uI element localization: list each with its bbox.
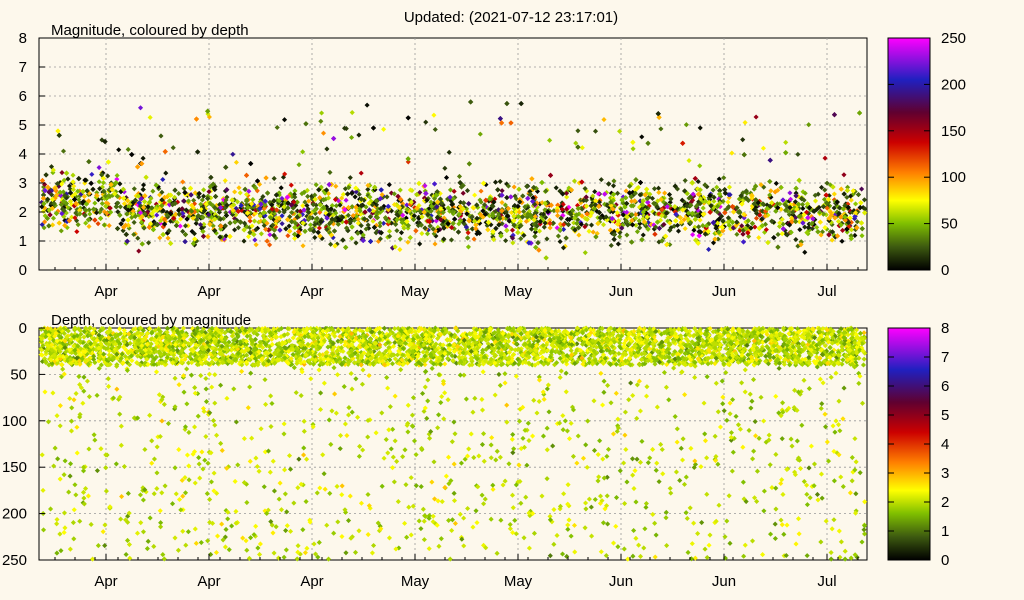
scatter-point	[234, 199, 241, 205]
magnitude-points	[39, 99, 868, 261]
scatter-point	[146, 240, 152, 246]
scatter-point	[292, 188, 298, 194]
scatter-point	[544, 236, 550, 242]
scatter-point	[347, 175, 353, 181]
scatter-point	[307, 222, 314, 228]
scatter-point	[94, 193, 100, 199]
scatter-point	[159, 189, 165, 195]
scatter-point	[746, 233, 752, 239]
scatter-point	[477, 131, 483, 137]
scatter-point	[758, 182, 764, 188]
scatter-point	[130, 208, 136, 214]
scatter-point	[193, 220, 199, 226]
scatter-point	[100, 180, 107, 186]
scatter-point	[635, 184, 641, 190]
scatter-point	[148, 195, 154, 202]
scatter-point	[356, 191, 362, 197]
scatter-point	[253, 210, 259, 216]
scatter-point	[667, 199, 673, 205]
scatter-point	[848, 227, 854, 233]
scatter-point	[180, 228, 186, 234]
magnitude-grid	[39, 38, 867, 270]
scatter-point	[386, 182, 392, 188]
scatter-point	[841, 172, 847, 178]
scatter-point	[48, 164, 55, 170]
scatter-point	[180, 179, 186, 185]
scatter-point	[106, 223, 112, 229]
scatter-point	[247, 218, 253, 224]
scatter-point	[737, 214, 743, 220]
scatter-point	[250, 197, 256, 203]
scatter-point	[555, 213, 561, 219]
scatter-point	[201, 193, 207, 199]
scatter-point	[300, 203, 306, 209]
scatter-point	[682, 177, 688, 184]
scatter-point	[404, 202, 410, 208]
scatter-point	[608, 242, 614, 249]
scatter-point	[154, 212, 160, 218]
scatter-point	[60, 189, 66, 195]
scatter-point	[793, 236, 799, 243]
scatter-point	[292, 194, 298, 200]
scatter-point	[177, 223, 183, 229]
scatter-point	[799, 202, 806, 208]
scatter-point	[235, 225, 241, 231]
scatter-point	[313, 182, 319, 188]
updated-timestamp: Updated: (2021-07-12 23:17:01)	[404, 9, 618, 26]
scatter-point	[333, 203, 339, 209]
scatter-point	[172, 194, 178, 200]
scatter-point	[251, 218, 258, 224]
scatter-point	[278, 185, 284, 191]
scatter-point	[343, 197, 349, 203]
scatter-point	[243, 191, 250, 197]
scatter-point	[120, 228, 126, 234]
scatter-point	[245, 234, 252, 240]
scatter-point	[831, 205, 837, 211]
scatter-point	[105, 173, 111, 179]
scatter-point	[136, 248, 142, 254]
scatter-point	[199, 197, 205, 203]
scatter-point	[397, 236, 403, 242]
scatter-point	[460, 190, 466, 196]
scatter-point	[300, 243, 306, 249]
scatter-point	[81, 193, 87, 199]
scatter-point	[131, 219, 137, 225]
scatter-point	[96, 164, 102, 171]
scatter-point	[70, 172, 76, 178]
scatter-point	[96, 179, 102, 185]
scatter-point	[812, 192, 818, 198]
scatter-point	[478, 188, 484, 194]
scatter-point	[42, 219, 48, 225]
scatter-point	[69, 214, 75, 220]
scatter-point	[201, 187, 207, 193]
scatter-point	[632, 190, 638, 196]
scatter-point	[237, 190, 243, 196]
scatter-point	[351, 217, 357, 223]
scatter-point	[710, 187, 716, 193]
scatter-point	[386, 228, 393, 234]
scatter-point	[285, 233, 291, 239]
scatter-point	[397, 187, 403, 193]
scatter-point	[675, 228, 682, 234]
scatter-point	[443, 175, 450, 181]
scatter-point	[72, 215, 78, 221]
scatter-point	[267, 242, 273, 248]
scatter-point	[327, 169, 333, 175]
scatter-point	[768, 188, 774, 194]
scatter-point	[576, 232, 582, 238]
scatter-point	[776, 223, 783, 229]
scatter-point	[634, 229, 640, 235]
scatter-point	[67, 186, 73, 192]
scatter-point	[253, 242, 259, 248]
